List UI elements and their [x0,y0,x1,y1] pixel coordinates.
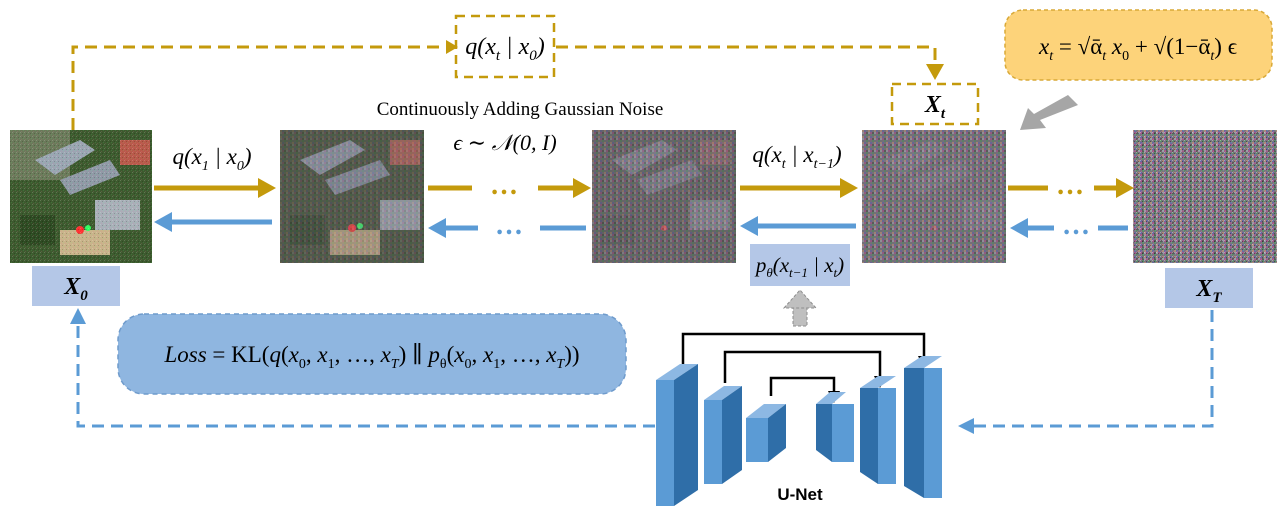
top-arrowhead-q [446,40,458,54]
xt-formula-box [1004,9,1273,81]
unet-output-arrow [782,289,818,327]
reverse-ellipsis-1: … [495,210,523,241]
formula-pointer-arrow [1020,95,1078,130]
skip-connections [681,332,926,396]
q-xt-x0-box [454,14,556,79]
forward-ellipsis-1: … [490,170,518,201]
bottom-arrowhead-unet [958,418,974,434]
xt-formula: xt = √ᾱt x0 + √(1−ᾱt) ϵ [1038,34,1237,64]
top-arrowhead-xt [926,64,944,80]
image-xt-minus-1 [592,130,736,263]
image-xt [862,130,1006,263]
xT-label-box [1165,268,1253,308]
q-xt-x0-label: q(xt | x0) [465,34,545,64]
image-x0 [10,130,152,263]
unet-label: U-Net [777,485,823,504]
reverse-ellipsis-2: … [1062,210,1090,241]
p-theta-box [750,244,850,286]
q-xt-xtm1-label: q(xt | xt−1) [752,142,841,172]
x0-label-box [32,266,120,306]
loss-box [117,313,627,395]
bottom-arrowhead-x0 [70,308,86,324]
q-x1-x0-label: q(x1 | x0) [172,144,251,174]
forward-ellipsis-2: … [1056,170,1084,201]
top-dashed-path [71,45,937,130]
bottom-dashed-path [76,310,1214,428]
noise-distribution: ϵ ∼ 𝒩(0, I) [453,130,556,155]
unet-diagram [656,332,942,506]
loss-formula: Loss = KL(q(x0, x1, …, xT) ∥ pθ(x0, x1, … [163,342,579,372]
image-x1 [280,130,424,263]
reverse-arrows [154,212,1128,238]
forward-arrows [154,178,1134,198]
xt-label-box [890,82,980,126]
caption-top: Continuously Adding Gaussian Noise [377,99,664,120]
xt-label: Xt [924,92,946,122]
image-xT [1133,130,1277,263]
